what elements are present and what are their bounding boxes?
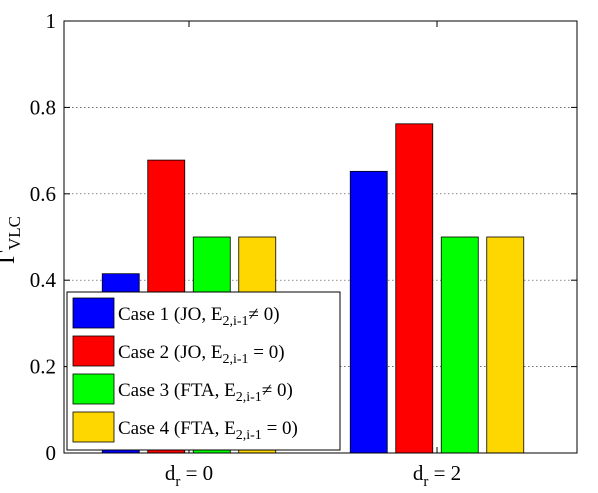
plot-area-border: [63, 20, 578, 454]
bar-series1-cat2: [349, 170, 388, 454]
x-axis-ticks: dr = 0 dr = 2: [165, 21, 461, 490]
x-category-label: dr = 2: [413, 461, 461, 490]
y-axis-label: ΓVLC: [0, 216, 24, 264]
y-axis-label-main: Γ: [0, 250, 20, 264]
bar-series3-cat2: [440, 236, 479, 454]
y-axis-ticks: 0 0.2 0.4 0.6 0.8 1: [30, 9, 577, 465]
legend-label: Case 1 (JO, E2,i-1≠ 0): [118, 304, 280, 329]
y-tick-label: 0: [46, 441, 57, 465]
legend-swatch: [72, 335, 115, 367]
legend-label: Case 2 (JO, E2,i-1 = 0): [118, 342, 285, 367]
y-tick-label: 0.8: [30, 95, 56, 119]
legend: Case 1 (JO, E2,i-1≠ 0) Case 2 (JO, E2,i-1…: [66, 291, 341, 451]
x-category-label: dr = 0: [165, 461, 213, 490]
y-tick-label: 1: [46, 9, 57, 33]
legend-label: Case 3 (FTA, E2,i-1≠ 0): [118, 380, 293, 405]
bar-series4-cat2: [486, 236, 525, 454]
bar-series2-cat2: [395, 123, 434, 454]
legend-swatch: [72, 411, 115, 443]
y-tick-label: 0.2: [30, 355, 56, 379]
y-tick-label: 0.6: [30, 182, 56, 206]
legend-swatch: [72, 297, 115, 329]
y-tick-label: 0.4: [30, 268, 57, 292]
legend-label: Case 4 (FTA, E2,i-1 = 0): [118, 418, 298, 443]
y-axis-label-subscript: VLC: [5, 216, 24, 250]
legend-swatch: [72, 373, 115, 405]
